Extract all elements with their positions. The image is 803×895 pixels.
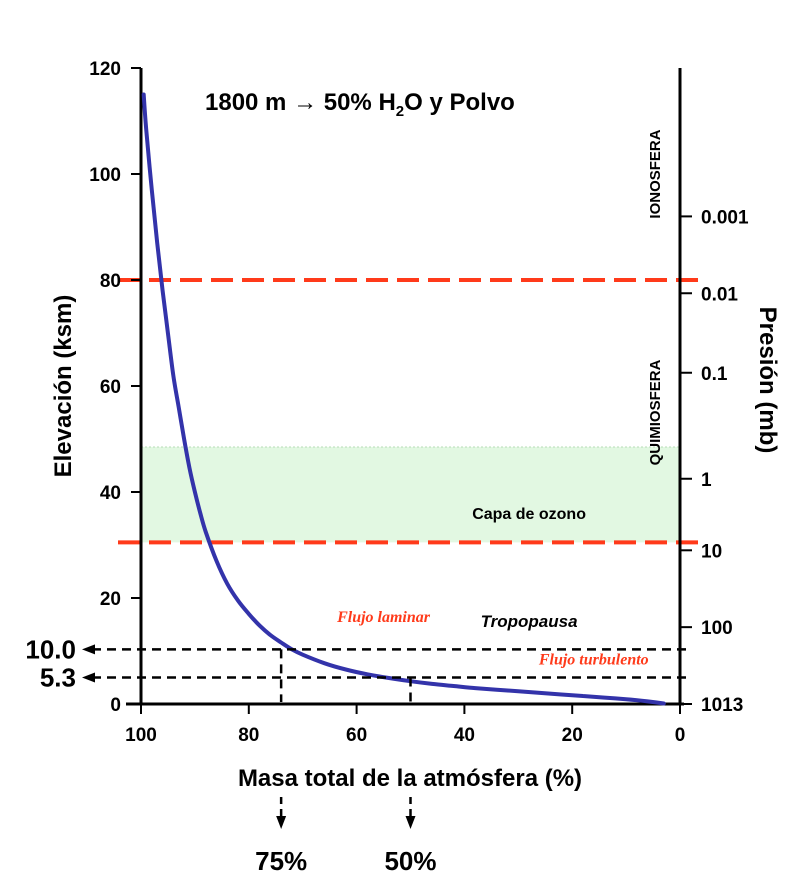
- y2-tick-label-2: 0.1: [701, 364, 728, 385]
- y-tick-label-6: 120: [89, 59, 121, 80]
- annotation-2: Flujo turbulento: [538, 651, 649, 668]
- y-marker-arrow-1: [82, 672, 95, 683]
- ozone-band-label: Capa de ozono: [472, 506, 586, 523]
- y-tick-label-0: 0: [110, 695, 121, 716]
- x-tick-label-0: 100: [125, 725, 157, 746]
- chart-title: 1800 m → 50% H2O y Polvo: [205, 89, 515, 120]
- x-axis-title: Masa total de la atmósfera (%): [238, 765, 582, 792]
- x-marker-arrow-1: [405, 816, 416, 829]
- y-marker-arrow-0: [82, 644, 95, 655]
- text-layer: 1800 m → 50% H2O y Polvo Masa total de l…: [50, 89, 781, 792]
- x-tick-label-5: 0: [675, 725, 686, 746]
- y-axis-title: Elevación (ksm): [50, 295, 77, 478]
- layer-label-0: IONOSFERA: [647, 129, 664, 218]
- x-tick-label-4: 20: [562, 725, 583, 746]
- x-marker-arrow-0: [276, 816, 287, 829]
- y2-tick-label-3: 1: [701, 470, 712, 491]
- mass-curve-layer: [141, 92, 666, 706]
- bottom-axis-ticks: 100 80 60 40 20 0: [125, 704, 685, 746]
- y-tick-label-3: 60: [100, 377, 121, 398]
- x-marker-label-0: 75%: [255, 846, 307, 876]
- y2-axis-title: Presión (mb): [754, 307, 781, 454]
- y-tick-label-5: 100: [89, 165, 121, 186]
- y-marker-label-0: 10.0: [25, 634, 76, 664]
- mass-curve-0: [141, 92, 666, 706]
- ozone-band: [141, 446, 680, 543]
- x-marker-label-1: 50%: [384, 846, 436, 876]
- y-tick-label-2: 40: [100, 483, 121, 504]
- x-tick-label-2: 60: [346, 725, 367, 746]
- y2-tick-label-1: 0.01: [701, 284, 738, 305]
- y2-tick-label-0: 0.001: [701, 207, 749, 228]
- x-tick-label-3: 40: [454, 725, 475, 746]
- annotation-0: Flujo laminar: [336, 609, 431, 626]
- y2-tick-label-6: 1013: [701, 695, 743, 716]
- boundary-lines: [118, 278, 706, 545]
- left-axis-ticks: 0 20 40 60 80 100 120: [89, 59, 141, 716]
- y-tick-label-1: 20: [100, 589, 121, 610]
- x-tick-label-1: 80: [238, 725, 259, 746]
- layer-label-1: QUIMIOSFERA: [647, 359, 664, 465]
- marker-layer: 10.05.3 75% 50%: [25, 634, 688, 876]
- y2-tick-label-5: 100: [701, 618, 733, 639]
- annotation-1: Tropopausa: [481, 612, 578, 631]
- right-axis-ticks: 0.001 0.01 0.1 1 10 100 1013: [680, 207, 749, 716]
- y-tick-label-4: 80: [100, 271, 121, 292]
- ozone-band-layer: Capa de ozono: [141, 446, 680, 543]
- y-marker-label-1: 5.3: [40, 663, 76, 693]
- y2-tick-label-4: 10: [701, 541, 722, 562]
